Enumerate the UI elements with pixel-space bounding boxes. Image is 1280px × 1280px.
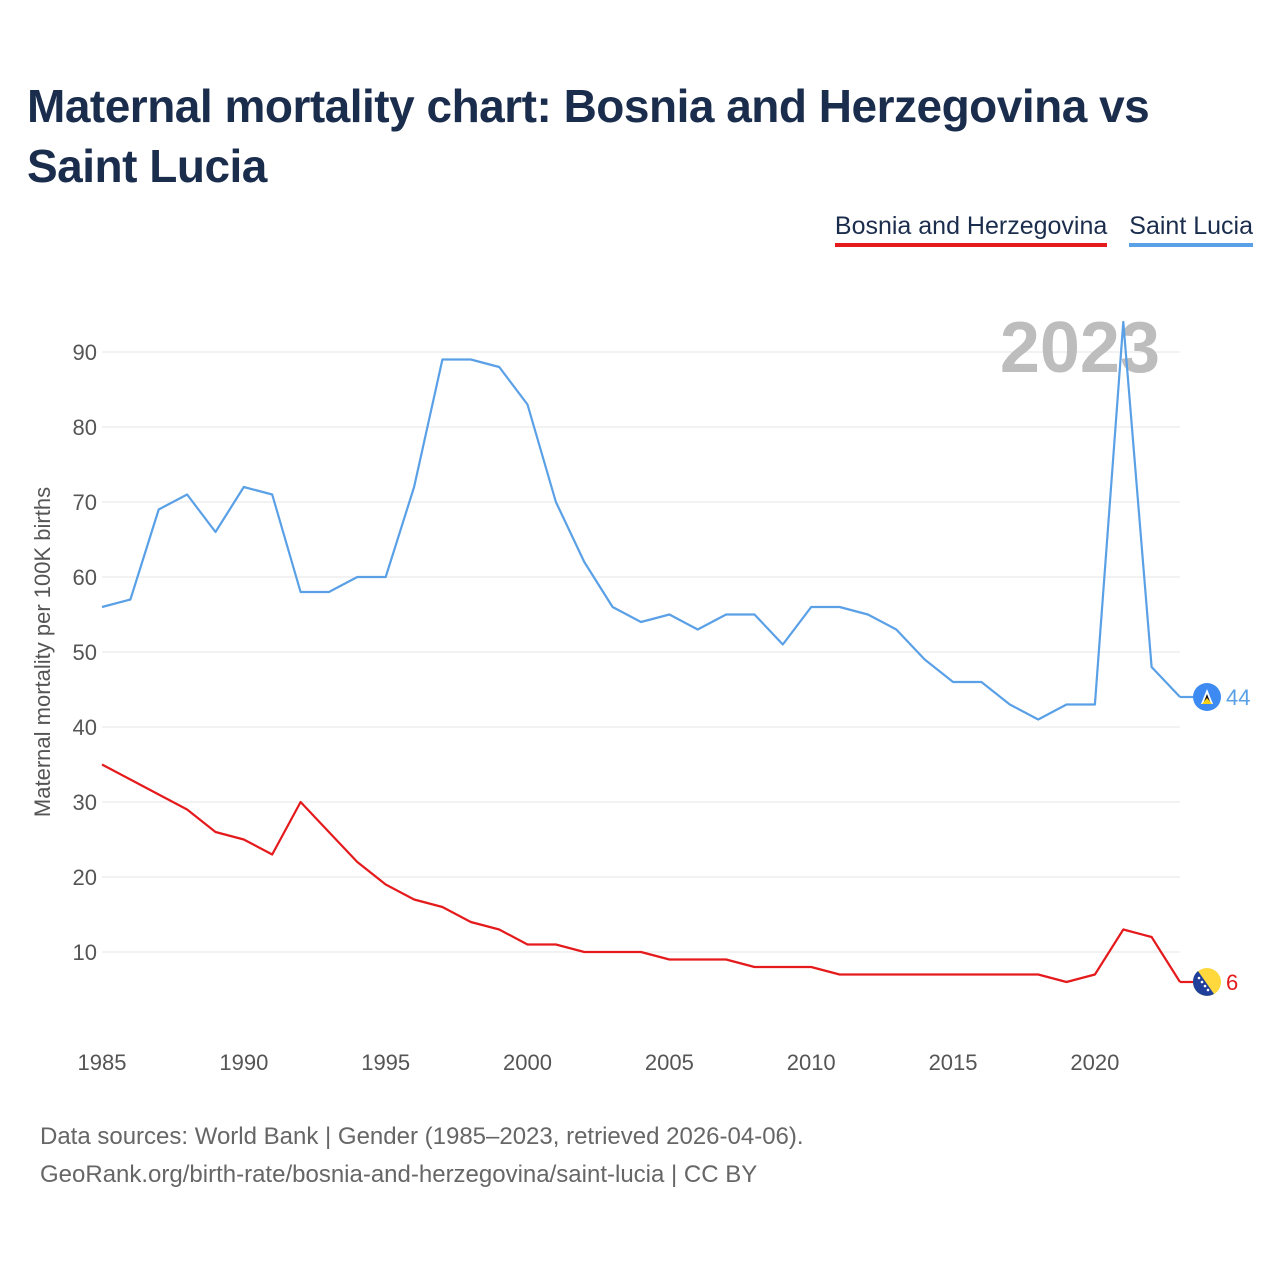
y-tick-label: 50: [73, 640, 97, 665]
end-value-label-lca: 44: [1226, 685, 1250, 710]
end-value-label-bih: 6: [1226, 970, 1238, 995]
y-tick-label: 60: [73, 565, 97, 590]
chart-title: Maternal mortality chart: Bosnia and Her…: [27, 80, 1150, 192]
x-tick-label: 1995: [361, 1050, 410, 1075]
x-axis-ticks: 1985 1990 1995 2000 2005 2010 2015 2020: [78, 1050, 1120, 1075]
series-line-lca[interactable]: [101, 320, 1181, 721]
y-tick-label: 30: [73, 790, 97, 815]
x-tick-label: 2005: [645, 1050, 694, 1075]
series-line-bih[interactable]: [101, 763, 1181, 984]
y-axis-label: Maternal mortality per 100K births: [30, 487, 55, 817]
legend: Bosnia and Herzegovina Saint Lucia: [834, 212, 1253, 247]
series-lines: [101, 320, 1181, 984]
y-tick-label: 20: [73, 865, 97, 890]
x-tick-label: 2010: [787, 1050, 836, 1075]
gridlines: [102, 351, 1180, 953]
y-tick-label: 40: [73, 715, 97, 740]
y-tick-label: 70: [73, 490, 97, 515]
x-tick-label: 1985: [78, 1050, 127, 1075]
y-tick-label: 90: [73, 340, 97, 365]
y-axis-ticks: 10 20 30 40 50 60 70 80 90: [73, 340, 97, 965]
data-source-text: Data sources: World Bank | Gender (1985–…: [40, 1123, 804, 1150]
bosnia-flag-icon: [1192, 968, 1221, 996]
x-tick-label: 2020: [1070, 1050, 1119, 1075]
source-link[interactable]: GeoRank.org/birth-rate/bosnia-and-herzeg…: [40, 1161, 758, 1188]
y-tick-label: 10: [73, 940, 97, 965]
legend-item-bosnia[interactable]: Bosnia and Herzegovina: [834, 212, 1108, 247]
saint-lucia-flag-icon: [1193, 683, 1221, 711]
x-tick-label: 2015: [929, 1050, 978, 1075]
legend-item-saint-lucia[interactable]: Saint Lucia: [1129, 212, 1253, 247]
x-tick-label: 2000: [503, 1050, 552, 1075]
year-watermark: 2023: [1000, 308, 1160, 388]
x-tick-label: 1990: [219, 1050, 268, 1075]
end-markers: 44 6: [1180, 683, 1250, 996]
y-tick-label: 80: [73, 415, 97, 440]
footer: Data sources: World Bank | Gender (1985–…: [40, 1118, 804, 1194]
